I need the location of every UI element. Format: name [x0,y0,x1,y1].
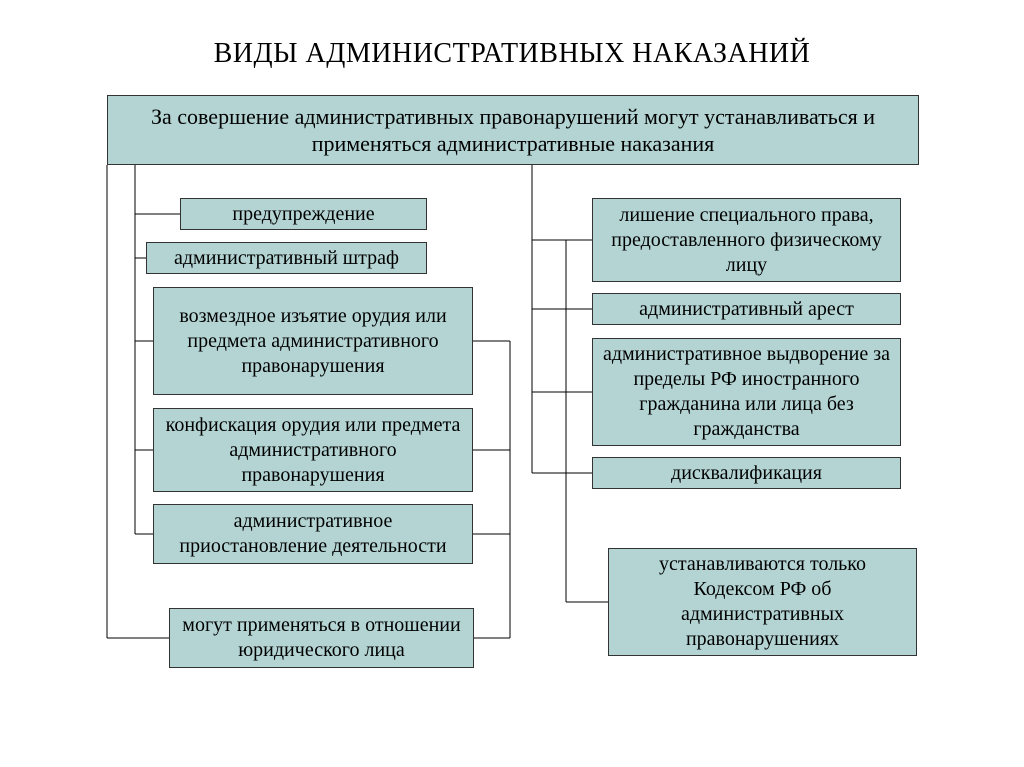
box-l2: административный штраф [146,242,427,274]
box-r2: административный арест [592,293,901,325]
box-l5: административное приостановление деятель… [153,504,473,564]
box-r5: устанавливаются только Кодексом РФ об ад… [608,548,917,656]
box-l6: могут применяться в отношении юридическо… [169,608,474,668]
box-l3: возмездное изъятие орудия или предмета а… [153,287,473,395]
box-l1: предупреждение [180,198,427,230]
box-r1: лишение специального права, предоставлен… [592,198,901,282]
diagram-title: ВИДЫ АДМИНИСТРАТИВНЫХ НАКАЗАНИЙ [0,38,1024,70]
root-box: За совершение административных правонару… [107,95,919,165]
box-l4: конфискация орудия или предмета админист… [153,408,473,492]
box-r3: административное выдворение за пределы Р… [592,338,901,446]
box-r4: дисквалификация [592,457,901,489]
